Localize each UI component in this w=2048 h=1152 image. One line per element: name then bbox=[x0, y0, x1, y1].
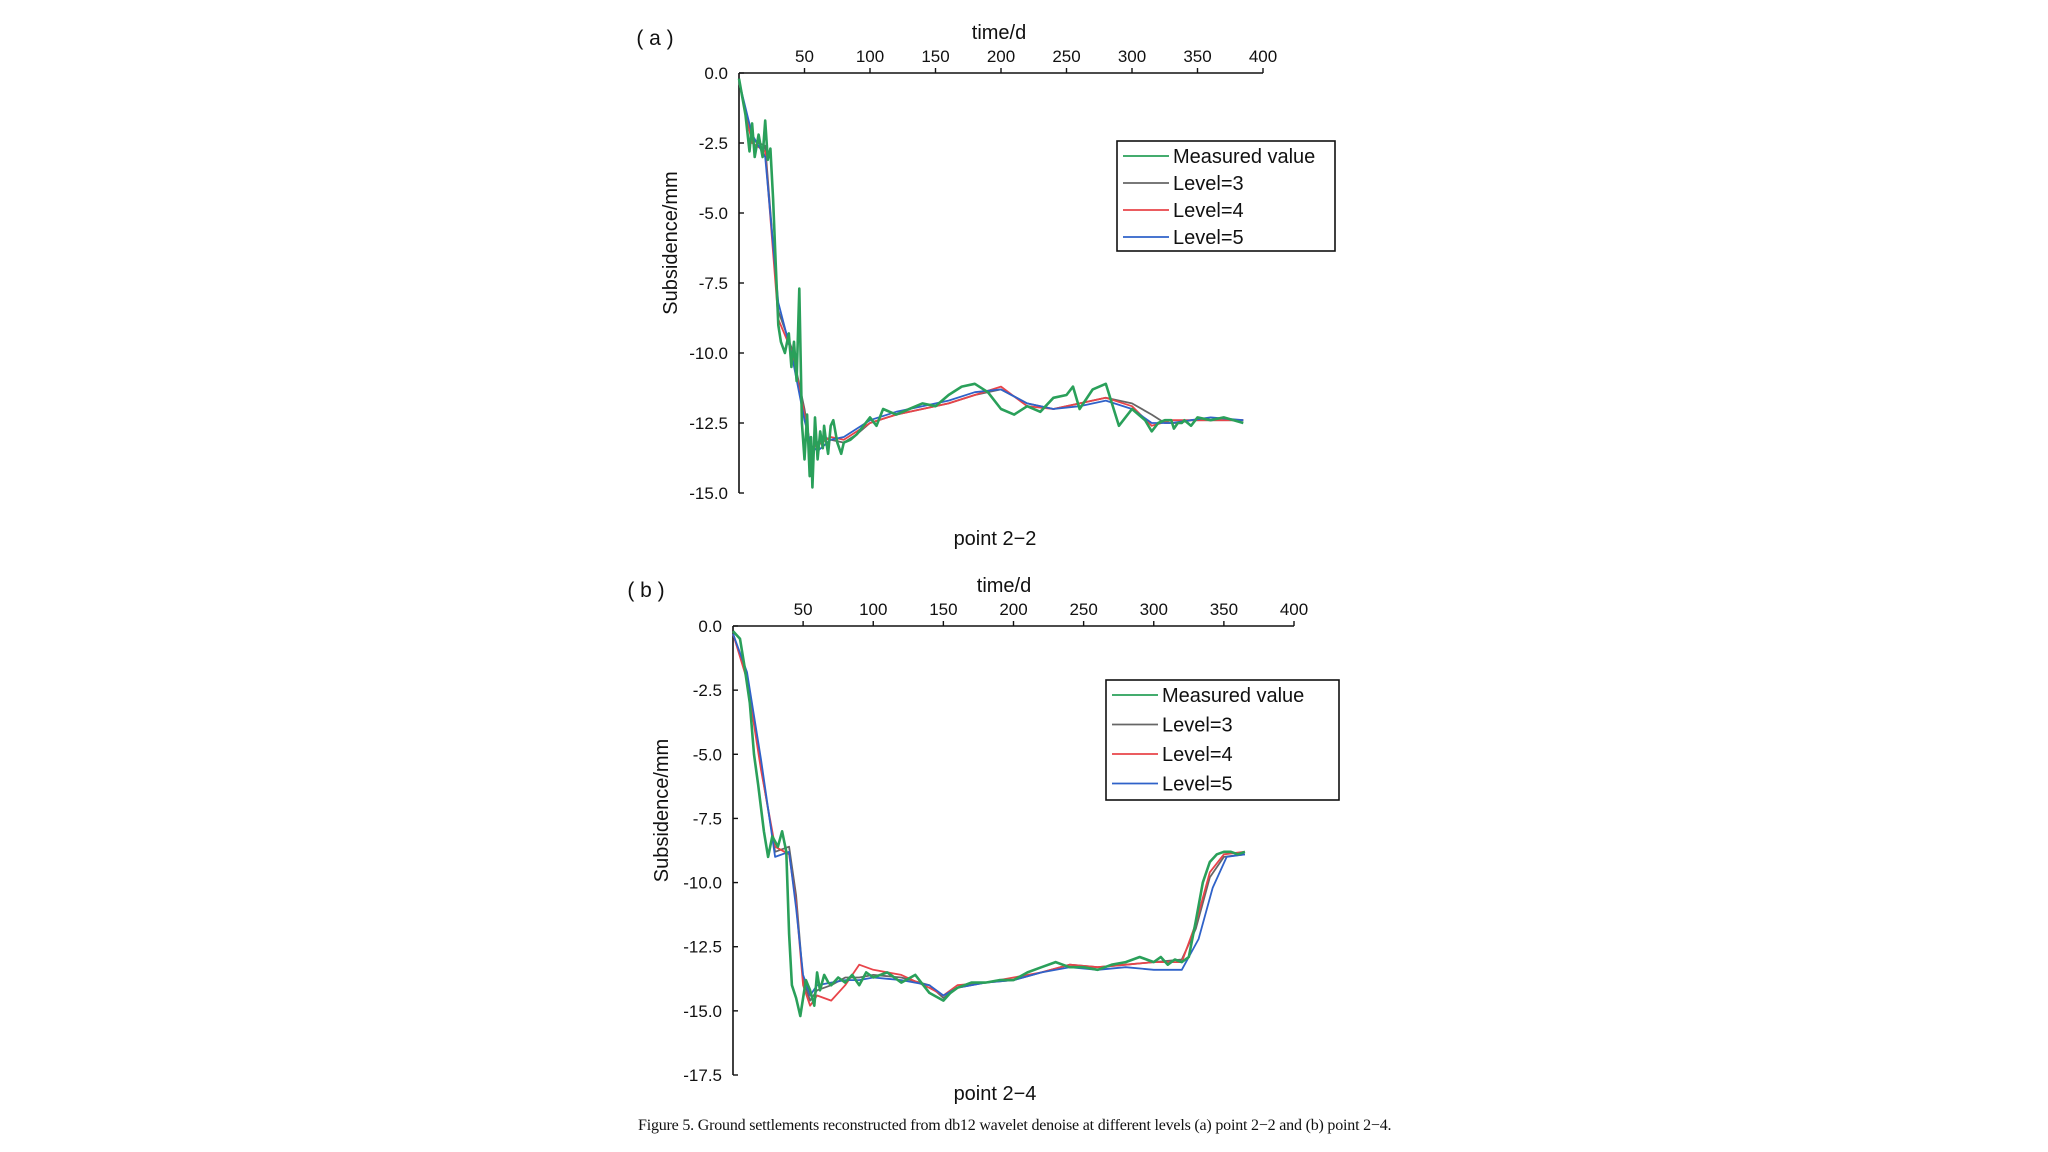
x-tick-label: 150 bbox=[921, 47, 949, 66]
legend-box bbox=[1105, 679, 1340, 801]
legend-entry: Level=5 bbox=[1173, 227, 1244, 249]
x-tick-label: 100 bbox=[856, 47, 884, 66]
legend-box bbox=[1116, 140, 1336, 252]
y-tick-label: -7.5 bbox=[693, 809, 722, 828]
y-tick-label: 0.0 bbox=[698, 617, 722, 636]
x-tick-label: 200 bbox=[999, 600, 1027, 619]
chart-title: point 2−2 bbox=[954, 528, 1037, 550]
x-tick-label: 50 bbox=[794, 600, 813, 619]
y-tick-label: 0.0 bbox=[704, 64, 728, 83]
chart-title: point 2−4 bbox=[954, 1083, 1037, 1105]
y-tick-label: -5.0 bbox=[699, 204, 728, 223]
x-axis-label: time/d bbox=[977, 575, 1031, 597]
legend: Measured value Level=3 Level=4 Level=5 bbox=[1116, 140, 1336, 252]
series-line-level4 bbox=[738, 81, 1244, 450]
x-tick-label: 350 bbox=[1210, 600, 1238, 619]
x-tick-label: 50 bbox=[795, 47, 814, 66]
x-tick-label: 300 bbox=[1118, 47, 1146, 66]
y-tick-label: -15.0 bbox=[683, 1002, 722, 1021]
legend-entry: Level=4 bbox=[1162, 744, 1233, 766]
y-tick-label: -2.5 bbox=[699, 134, 728, 153]
y-tick-label: -12.5 bbox=[689, 414, 728, 433]
x-tick-label: 300 bbox=[1140, 600, 1168, 619]
y-axis-label: Subsidence/mm bbox=[660, 171, 682, 314]
y-tick-label: -7.5 bbox=[699, 274, 728, 293]
legend-entry: Level=5 bbox=[1162, 774, 1233, 796]
panel-label: ( b ) bbox=[627, 579, 664, 602]
y-tick-label: -10.0 bbox=[683, 874, 722, 893]
x-tick-label: 200 bbox=[987, 47, 1015, 66]
x-tick-label: 100 bbox=[859, 600, 887, 619]
x-tick-label: 250 bbox=[1052, 47, 1080, 66]
y-tick-label: -5.0 bbox=[693, 745, 722, 764]
series-line-measured bbox=[732, 630, 1246, 1018]
x-axis-label: time/d bbox=[972, 22, 1026, 44]
x-tick-label: 400 bbox=[1249, 47, 1277, 66]
x-tick-label: 400 bbox=[1280, 600, 1308, 619]
figure-caption: Figure 5. Ground settlements reconstruct… bbox=[638, 1117, 1392, 1134]
y-tick-label: -10.0 bbox=[689, 344, 728, 363]
y-axis-label: Subsidence/mm bbox=[651, 739, 673, 882]
legend-entry: Level=4 bbox=[1173, 200, 1244, 222]
chart-panel-b: 50 100 150 200 250 300 350 400 0.0 -2.5 -5.0 -7.5 -1… bbox=[627, 575, 1340, 1105]
y-tick-label: -2.5 bbox=[693, 681, 722, 700]
y-tick-label: -17.5 bbox=[683, 1066, 722, 1085]
legend-entry: Level=3 bbox=[1162, 715, 1233, 737]
legend-entry: Measured value bbox=[1162, 685, 1304, 707]
panel-label: ( a ) bbox=[636, 27, 673, 50]
series-line-measured bbox=[737, 78, 1244, 489]
legend-entry: Measured value bbox=[1173, 146, 1315, 168]
legend-entry: Level=3 bbox=[1173, 173, 1244, 195]
x-tick-label: 350 bbox=[1183, 47, 1211, 66]
x-tick-label: 250 bbox=[1069, 600, 1097, 619]
chart-panel-a: 50 100 150 200 250 300 350 400 0.0 -2.5 -5.0 -7.5 -1… bbox=[636, 22, 1336, 550]
x-tick-label: 150 bbox=[929, 600, 957, 619]
series-line-level5 bbox=[732, 633, 1246, 997]
y-tick-label: -12.5 bbox=[683, 938, 722, 957]
legend: Measured value Level=3 Level=4 Level=5 bbox=[1105, 679, 1340, 801]
y-tick-label: -15.0 bbox=[689, 484, 728, 503]
